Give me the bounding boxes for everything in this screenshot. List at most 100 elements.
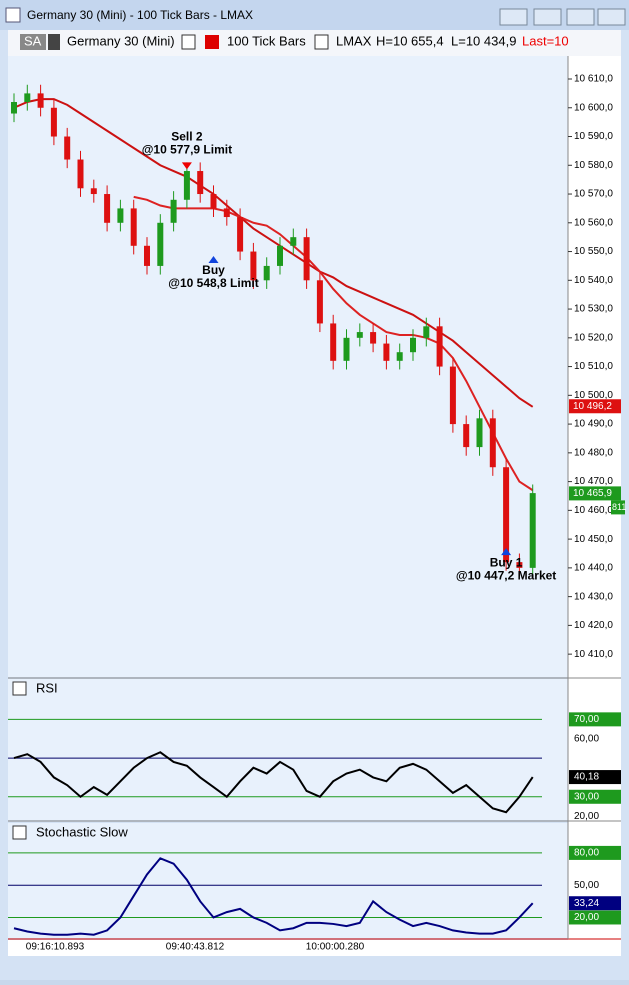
level-badge: [569, 712, 621, 727]
y-tick-label: 70,00: [574, 714, 599, 725]
slow-ma: [13, 98, 534, 408]
high: H=10 655,4: [376, 33, 444, 48]
candle-body: [24, 93, 31, 103]
y-tick-label: 10 460,0: [574, 505, 613, 516]
y-tick-label: 10 420,0: [574, 620, 613, 631]
order-arrow: [501, 548, 512, 556]
candle-body: [516, 562, 523, 568]
order-price: @10 577,9 Limit: [142, 142, 232, 156]
order-name: Sell 2: [171, 129, 203, 143]
order-name: Buy: [202, 263, 225, 277]
candle-body: [503, 467, 510, 563]
stoch-pane: [8, 823, 568, 938]
fast-ma: [133, 195, 534, 492]
candle-body: [104, 194, 111, 223]
y-tick-label: 10 500,0: [574, 390, 613, 401]
y-tick-label: 10 440,0: [574, 563, 613, 574]
level-badge: [569, 910, 621, 925]
level-badge: [569, 845, 621, 860]
candle-body: [303, 237, 310, 281]
candle-body: [529, 493, 536, 568]
y-tick-label: 80,00: [574, 848, 599, 859]
candle-body: [90, 188, 97, 195]
candle-body: [370, 332, 377, 344]
candle-body: [183, 171, 190, 200]
candle-body: [489, 418, 496, 468]
x-tick-label: 10:00:00.280: [306, 942, 365, 953]
candle-body: [316, 280, 323, 324]
order-arrow: [181, 162, 192, 170]
candle-body: [197, 171, 204, 195]
last: Last=10: [522, 33, 569, 48]
candle-body: [210, 194, 217, 209]
rsi-pane: [8, 679, 568, 820]
y-tick-label: 10 520,0: [574, 332, 613, 343]
candle-body: [237, 217, 244, 252]
order-arrow: [208, 255, 219, 263]
price-badge-label: 10 465,9: [573, 488, 612, 499]
window-buttons[interactable]: [499, 8, 626, 26]
order-price: @10 548,8 Limit: [168, 276, 258, 290]
candle-body: [383, 343, 390, 361]
y-tick-label: 10 600,0: [574, 102, 613, 113]
candle-body: [170, 199, 177, 223]
y-tick-label: 10 480,0: [574, 447, 613, 458]
button[interactable]: [597, 8, 626, 26]
price-badge-label: 10 496,2: [573, 401, 612, 412]
y-tick-label: 10 570,0: [574, 189, 613, 200]
bars[interactable]: 100 Tick Bars: [227, 33, 306, 48]
y-tick-label: 10 610,0: [574, 74, 613, 85]
y-tick-label: 20,00: [574, 912, 599, 923]
candle-body: [290, 237, 297, 246]
y-tick-label: 10 550,0: [574, 246, 613, 257]
close-icon[interactable]: [12, 825, 27, 840]
level-badge: [569, 789, 621, 804]
close-icon[interactable]: [12, 681, 27, 696]
account-box[interactable]: [20, 34, 46, 50]
y-tick-label: 10 590,0: [574, 131, 613, 142]
candle-body: [356, 332, 363, 338]
current-label: 33,24: [574, 898, 599, 909]
price-badge: [569, 399, 621, 414]
y-tick-label: 10 410,0: [574, 649, 613, 660]
instrument[interactable]: Germany 30 (Mini): [67, 33, 175, 48]
price-badge: [569, 486, 621, 501]
candle-body: [117, 208, 124, 223]
candle-body: [50, 107, 57, 137]
pane-title: RSI: [36, 680, 58, 695]
x-tick-label: 09:16:10.893: [26, 942, 85, 953]
dropdown[interactable]: [314, 34, 329, 50]
candle-body: [157, 222, 164, 266]
x-tick-label: 09:40:43.812: [166, 942, 225, 953]
current-badge: [569, 896, 621, 911]
candle-body: [223, 208, 230, 218]
candle-body: [436, 326, 443, 367]
y-tick-label: 10 470,0: [574, 476, 613, 487]
indicator-line: [13, 751, 534, 814]
button[interactable]: [566, 8, 595, 26]
candle-body: [263, 265, 270, 281]
color-box[interactable]: [205, 35, 219, 49]
volume-badge: 811: [612, 502, 626, 512]
candle-body: [130, 208, 137, 246]
time-axis: [8, 940, 621, 956]
indicator-line: [13, 857, 534, 936]
y-tick-label: 10 510,0: [574, 361, 613, 372]
dropdown[interactable]: [181, 34, 196, 50]
y-tick-label: 10 430,0: [574, 591, 613, 602]
dropdown[interactable]: [48, 34, 60, 50]
pane-title: Stochastic Slow: [36, 824, 128, 839]
button[interactable]: [533, 8, 562, 26]
volume-badge-bg: [611, 500, 625, 515]
y-tick-label: 10 490,0: [574, 419, 613, 430]
candle-body: [330, 323, 337, 361]
candle-body: [476, 418, 483, 448]
y-tick-label: 10 530,0: [574, 304, 613, 315]
y-tick-label: 10 560,0: [574, 217, 613, 228]
order-name: Buy 1: [490, 555, 523, 569]
button[interactable]: [499, 8, 528, 26]
candle-body: [343, 337, 350, 361]
account: SA: [24, 33, 42, 48]
candle-body: [449, 366, 456, 425]
candle-body: [11, 102, 17, 114]
